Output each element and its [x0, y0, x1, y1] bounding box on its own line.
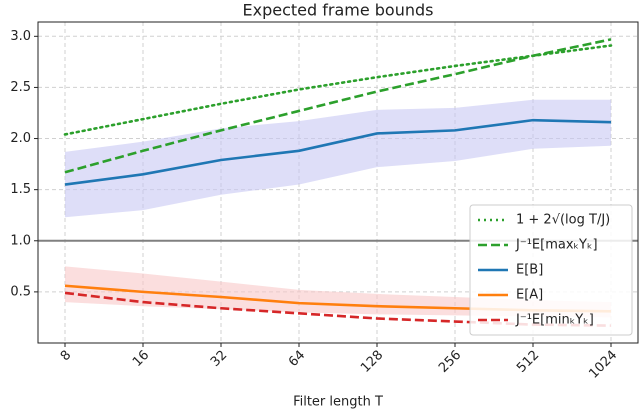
- x-tick-label: 256: [436, 348, 464, 376]
- x-tick-label: 128: [358, 348, 386, 376]
- line: [64, 38, 612, 174]
- legend-label: 1 + 2√(log T/J): [516, 213, 610, 228]
- legend-box: [469, 204, 633, 336]
- y-tick-label: 0.5: [10, 284, 31, 299]
- chart-title: Expected frame bounds: [243, 1, 434, 20]
- x-axis-label: Filter length T: [293, 395, 383, 410]
- legend-label: J⁻¹E[minₖYₖ]: [515, 313, 594, 328]
- legend-label: J⁻¹E[maxₖYₖ]: [515, 238, 598, 253]
- y-tick-label: 1.5: [10, 182, 31, 197]
- x-tick-label: 16: [130, 348, 152, 370]
- line: [63, 44, 613, 136]
- y-tick-label: 3.0: [10, 29, 31, 44]
- x-tick-label: 8: [58, 348, 74, 364]
- x-tick-label: 64: [286, 348, 308, 370]
- x-tick-label: 1024: [586, 348, 620, 382]
- x-tick-label: 512: [514, 348, 542, 376]
- legend-label: E[B]: [516, 263, 543, 278]
- x-tick-label: 32: [208, 348, 230, 370]
- y-tick-label: 1.0: [10, 233, 31, 248]
- plot-frame: [37, 21, 639, 344]
- y-tick-label: 2.5: [10, 80, 31, 95]
- line: [64, 118, 612, 186]
- legend-label: E[A]: [516, 288, 543, 303]
- y-tick-label: 2.0: [10, 131, 31, 146]
